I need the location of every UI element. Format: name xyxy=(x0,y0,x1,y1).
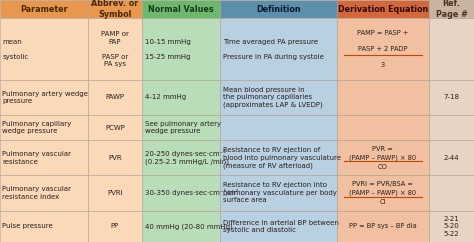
Bar xyxy=(142,18,220,80)
Text: 30-350 dynes·sec·cm⁻⁵/m²: 30-350 dynes·sec·cm⁻⁵/m² xyxy=(145,189,238,197)
Text: CI: CI xyxy=(380,199,386,205)
Bar xyxy=(337,115,429,140)
Text: See pulmonary artery
wedge pressure: See pulmonary artery wedge pressure xyxy=(145,121,221,134)
Bar xyxy=(0,115,88,140)
Text: mean

systolic: mean systolic xyxy=(2,38,28,60)
Text: Pulse pressure: Pulse pressure xyxy=(2,223,53,229)
Bar xyxy=(0,18,88,80)
Bar xyxy=(337,0,429,18)
Text: Pulmonary capillary
wedge pressure: Pulmonary capillary wedge pressure xyxy=(2,121,72,134)
Bar xyxy=(429,115,474,140)
Text: PASP + 2 PADP: PASP + 2 PADP xyxy=(358,46,408,52)
Text: PVRI: PVRI xyxy=(107,190,123,196)
Text: (PAMP – PAWP) × 80: (PAMP – PAWP) × 80 xyxy=(349,190,416,196)
Bar xyxy=(220,115,337,140)
Bar xyxy=(429,140,474,175)
Text: 4-12 mmHg: 4-12 mmHg xyxy=(145,94,186,100)
Bar xyxy=(88,0,142,18)
Text: Difference in arterial BP between
systolic and diastolic: Difference in arterial BP between systol… xyxy=(223,219,338,233)
Bar xyxy=(220,140,337,175)
Text: Parameter: Parameter xyxy=(20,5,68,14)
Text: PCWP: PCWP xyxy=(105,125,125,131)
Text: Ref.
Page #: Ref. Page # xyxy=(436,0,467,19)
Bar xyxy=(88,115,142,140)
Bar xyxy=(337,140,429,175)
Bar xyxy=(220,18,337,80)
Bar xyxy=(142,115,220,140)
Text: 7-18: 7-18 xyxy=(444,94,459,100)
Bar xyxy=(88,175,142,211)
Bar xyxy=(337,80,429,115)
Text: PAMP or
PAP

PASP or
PA sys: PAMP or PAP PASP or PA sys xyxy=(101,31,129,67)
Bar xyxy=(142,0,220,18)
Bar xyxy=(337,18,429,80)
Text: Derivation Equation: Derivation Equation xyxy=(337,5,428,14)
Text: PVR =: PVR = xyxy=(373,146,393,152)
Bar xyxy=(88,140,142,175)
Bar xyxy=(142,140,220,175)
Text: PVR: PVR xyxy=(108,155,122,161)
Bar xyxy=(220,175,337,211)
Text: PAMP = PASP +: PAMP = PASP + xyxy=(357,30,409,36)
Text: Definition: Definition xyxy=(256,5,301,14)
Text: Abbrev. or
Symbol: Abbrev. or Symbol xyxy=(91,0,138,19)
Text: PAWP: PAWP xyxy=(105,94,125,100)
Bar xyxy=(142,211,220,242)
Text: Resistance to RV ejection into
pulmonary vasculature per body
surface area: Resistance to RV ejection into pulmonary… xyxy=(223,182,337,204)
Text: Pulmonary vascular
resistance: Pulmonary vascular resistance xyxy=(2,151,72,165)
Bar xyxy=(142,80,220,115)
Bar xyxy=(220,80,337,115)
Bar xyxy=(337,175,429,211)
Text: Pulmonary artery wedge
pressure: Pulmonary artery wedge pressure xyxy=(2,91,88,104)
Bar xyxy=(429,80,474,115)
Bar xyxy=(0,211,88,242)
Text: Pulmonary vascular
resistance index: Pulmonary vascular resistance index xyxy=(2,186,72,200)
Text: PP = BP sys – BP dia: PP = BP sys – BP dia xyxy=(349,223,417,229)
Bar xyxy=(220,211,337,242)
Text: PP: PP xyxy=(111,223,119,229)
Text: Mean blood pressure in
the pulmonary capillaries
(approximates LAP & LVEDP): Mean blood pressure in the pulmonary cap… xyxy=(223,87,322,108)
Text: PVRI = PVR/BSA =: PVRI = PVR/BSA = xyxy=(352,181,413,187)
Bar xyxy=(429,0,474,18)
Text: Resistance to RV ejection of
blood into pulmonary vasculature
(measure of RV aft: Resistance to RV ejection of blood into … xyxy=(223,147,341,169)
Bar xyxy=(220,0,337,18)
Bar xyxy=(0,140,88,175)
Bar xyxy=(0,175,88,211)
Bar xyxy=(88,80,142,115)
Text: 2-21
5-20
5-22: 2-21 5-20 5-22 xyxy=(444,216,459,237)
Text: 2-44: 2-44 xyxy=(444,155,459,161)
Bar xyxy=(88,211,142,242)
Text: 3: 3 xyxy=(381,62,385,68)
Bar xyxy=(429,175,474,211)
Text: CO: CO xyxy=(378,164,388,170)
Bar xyxy=(88,18,142,80)
Bar xyxy=(429,211,474,242)
Text: Normal Values: Normal Values xyxy=(148,5,214,14)
Text: (PAMP – PAWP) × 80: (PAMP – PAWP) × 80 xyxy=(349,155,416,161)
Bar xyxy=(337,211,429,242)
Bar xyxy=(429,18,474,80)
Text: Time averaged PA pressure

Pressure in PA during systole: Time averaged PA pressure Pressure in PA… xyxy=(223,38,324,60)
Bar xyxy=(0,0,88,18)
Text: 40 mmHg (20-80 mmHg): 40 mmHg (20-80 mmHg) xyxy=(145,223,232,229)
Bar xyxy=(142,175,220,211)
Bar xyxy=(0,80,88,115)
Text: 20-250 dynes·sec·cm⁻⁵
(0.25-2.5 mmHg/L /min): 20-250 dynes·sec·cm⁻⁵ (0.25-2.5 mmHg/L /… xyxy=(145,151,228,165)
Text: 10-15 mmHg

15-25 mmHg: 10-15 mmHg 15-25 mmHg xyxy=(145,38,191,60)
